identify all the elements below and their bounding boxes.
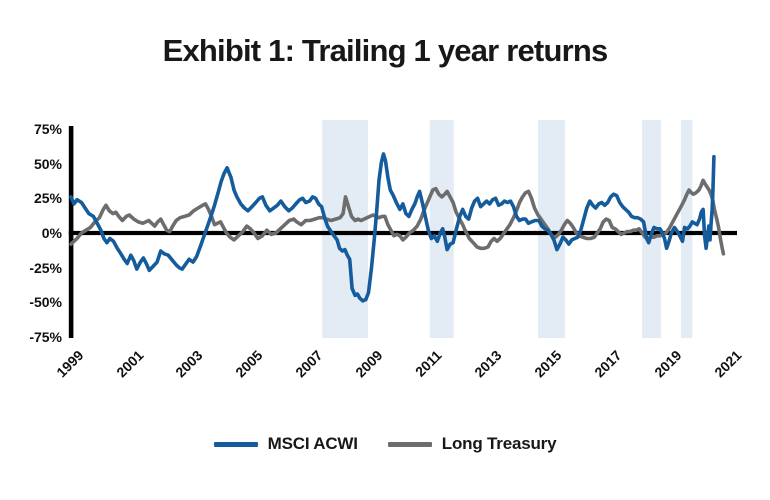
y-tick-label: -25% [29,259,62,276]
legend-item-msci-acwi: MSCI ACWI [213,434,358,454]
y-tick-label: -50% [29,294,62,311]
y-tick-label: 25% [33,190,62,207]
y-tick-label: 75% [33,121,62,137]
long-treasury-line-swatch [387,441,432,447]
page-title: Exhibit 1: Trailing 1 year returns [162,33,609,68]
y-tick-label: 0% [41,225,62,241]
series-lines [69,152,726,303]
zero-line [68,230,738,236]
legend-label-long-treasury: Long Treasury [441,434,557,453]
series-line-msci-acwi [69,152,716,303]
series-line-long-treasury [69,178,726,256]
chart-legend: MSCI ACWI Long Treasury [0,434,770,454]
legend-item-long-treasury: Long Treasury [387,434,557,454]
legend-label-msci-acwi: MSCI ACWI [267,434,358,453]
msci-acwi-line-swatch [213,441,258,447]
y-tick-label: 50% [33,155,62,172]
y-tick-label: -75% [29,329,62,345]
